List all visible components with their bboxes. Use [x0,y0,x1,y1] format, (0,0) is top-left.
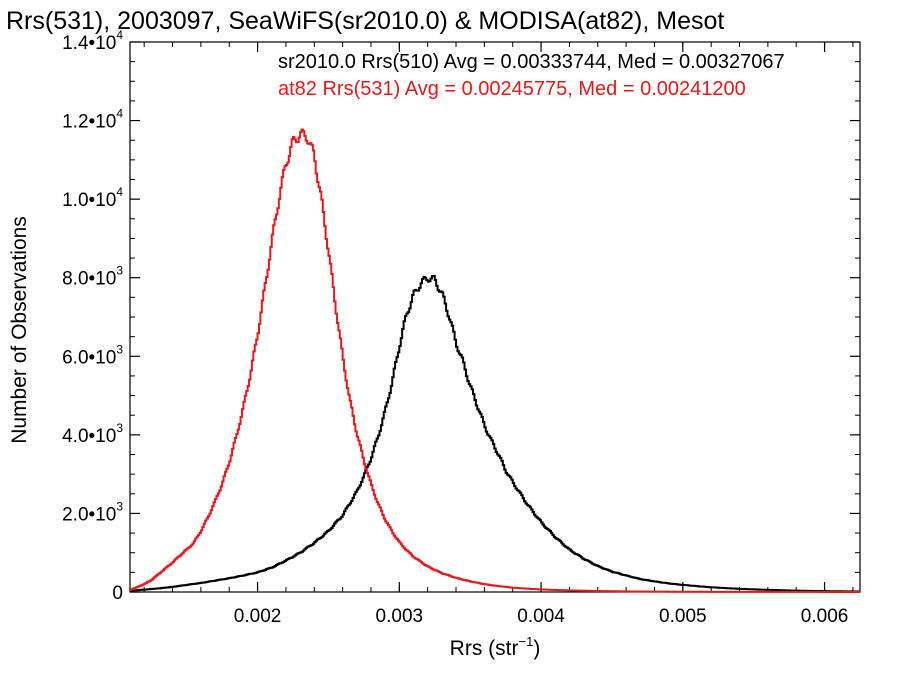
x-tick-label: 0.004 [517,606,565,627]
y-tick-label: 2.0•103 [62,499,123,525]
y-axis: 0 2.0•103 4.0•103 6.0•103 8.0•103 1.0•104 1.2•… [62,28,860,604]
y-tick-label: 6.0•103 [62,342,123,368]
y-tick-label: 1.4•104 [62,28,123,54]
y-tick-label: 4.0•103 [62,421,123,447]
legend: sr2010.0 Rrs(510) Avg = 0.00333744, Med … [278,51,785,100]
x-axis-label-text: Rrs (str [450,637,519,660]
y-tick-label: 0 [112,583,123,604]
series-line [130,274,860,593]
series-layer [130,128,860,593]
legend-entry: sr2010.0 Rrs(510) Avg = 0.00333744, Med … [278,51,785,73]
x-tick-label: 0.003 [376,606,424,627]
chart-title: Rrs(531), 2003097, SeaWiFS(sr2010.0) & M… [6,7,724,35]
x-axis-label-end: ) [533,637,540,660]
x-axis: 0.002 0.003 0.004 0.005 0.006 [143,42,854,627]
y-tick-label: 1.0•104 [62,185,123,211]
x-axis-label: Rrs (str−1) [450,634,541,660]
legend-entry: at82 Rrs(531) Avg = 0.00245775, Med = 0.… [278,78,746,100]
plot-frame [129,41,861,593]
plot-area [129,41,861,593]
y-tick-label: 1.2•104 [62,107,123,133]
y-tick-label: 8.0•103 [62,264,123,290]
x-tick-label: 0.005 [659,606,707,627]
x-axis-label-superscript: −1 [519,634,534,649]
x-tick-label: 0.002 [234,606,282,627]
x-tick-label: 0.006 [801,606,849,627]
y-axis-label: Number of Observations [8,216,31,444]
series-line [130,128,860,593]
